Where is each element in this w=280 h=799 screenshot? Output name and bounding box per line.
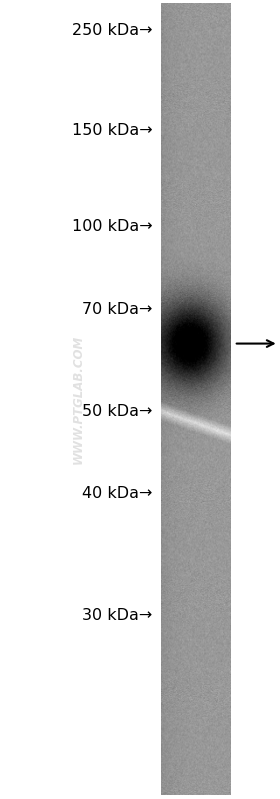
Text: 250 kDa→: 250 kDa→ xyxy=(72,23,153,38)
Text: 30 kDa→: 30 kDa→ xyxy=(82,608,153,622)
Text: 150 kDa→: 150 kDa→ xyxy=(72,123,153,137)
Text: 100 kDa→: 100 kDa→ xyxy=(72,219,153,233)
Text: WWW.PTGLAB.COM: WWW.PTGLAB.COM xyxy=(72,335,85,464)
Text: 40 kDa→: 40 kDa→ xyxy=(82,487,153,501)
Text: 50 kDa→: 50 kDa→ xyxy=(82,404,153,419)
Text: 70 kDa→: 70 kDa→ xyxy=(82,302,153,316)
